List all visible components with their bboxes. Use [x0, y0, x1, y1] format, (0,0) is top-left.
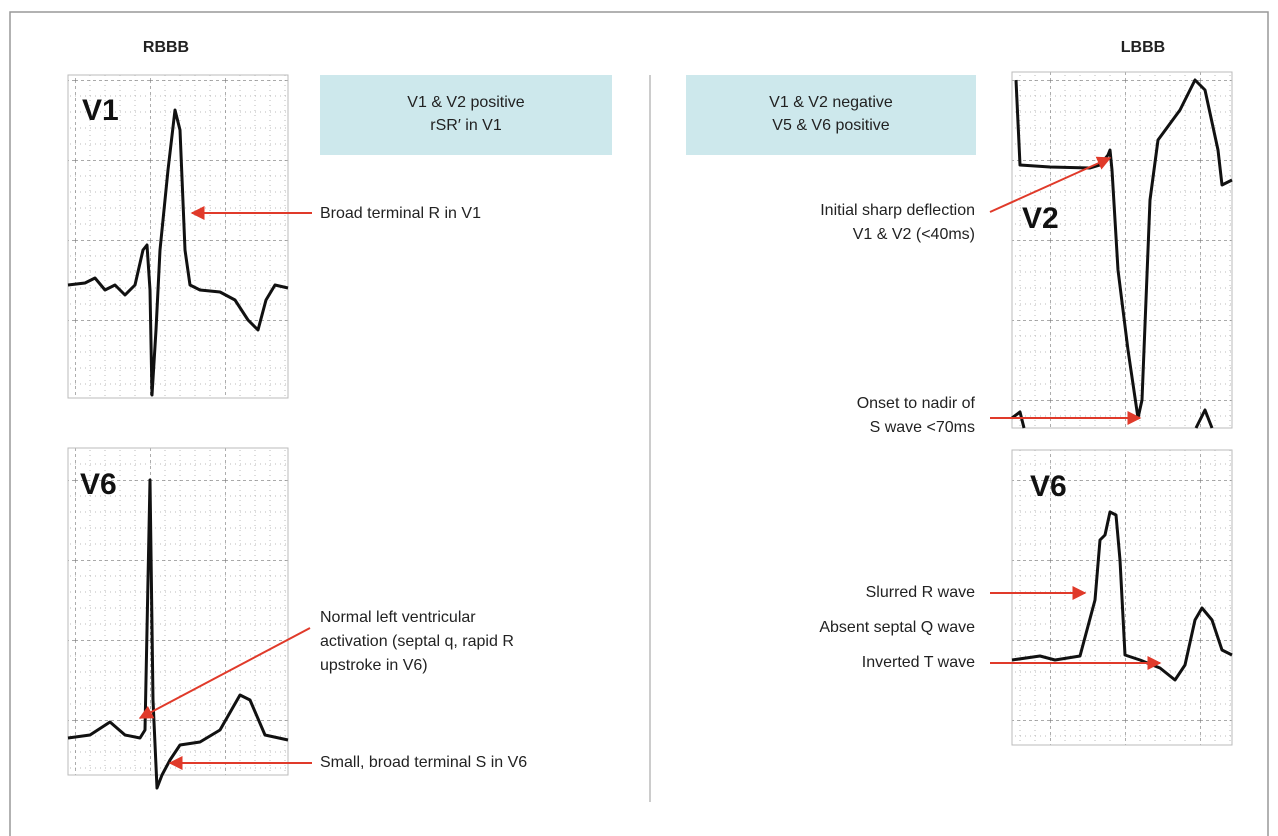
annotation: Slurred R wave	[866, 584, 975, 601]
info-text: V5 & V6 positive	[772, 117, 890, 134]
lead-label: V2	[1022, 202, 1059, 235]
annotation: Normal left ventricular	[320, 609, 476, 626]
section-title: RBBB	[143, 39, 189, 56]
info-text: V1 & V2 negative	[769, 94, 893, 111]
ecg-panel	[1012, 72, 1232, 428]
page: RBBB V1 V6 V1 & V2 positive rSR′ in V1 B…	[0, 0, 1278, 836]
lead-label: V6	[1030, 470, 1067, 503]
info-text: rSR′ in V1	[430, 117, 502, 134]
annotation: V1 & V2 (<40ms)	[853, 226, 975, 243]
annotation: Small, broad terminal S in V6	[320, 754, 527, 771]
lead-label: V1	[82, 94, 119, 127]
annotation: Onset to nadir of	[857, 395, 976, 412]
info-text: V1 & V2 positive	[407, 94, 525, 111]
lead-label: V6	[80, 468, 117, 501]
annotation: upstroke in V6)	[320, 657, 428, 674]
annotation: activation (septal q, rapid R	[320, 633, 514, 650]
info-box	[320, 75, 612, 155]
info-box	[686, 75, 976, 155]
annotation: Broad terminal R in V1	[320, 205, 481, 222]
annotation: Initial sharp deflection	[820, 202, 975, 219]
section-title: LBBB	[1121, 39, 1165, 56]
annotation: S wave <70ms	[870, 419, 975, 436]
annotation: Absent septal Q wave	[819, 619, 975, 636]
annotation: Inverted T wave	[862, 654, 975, 671]
